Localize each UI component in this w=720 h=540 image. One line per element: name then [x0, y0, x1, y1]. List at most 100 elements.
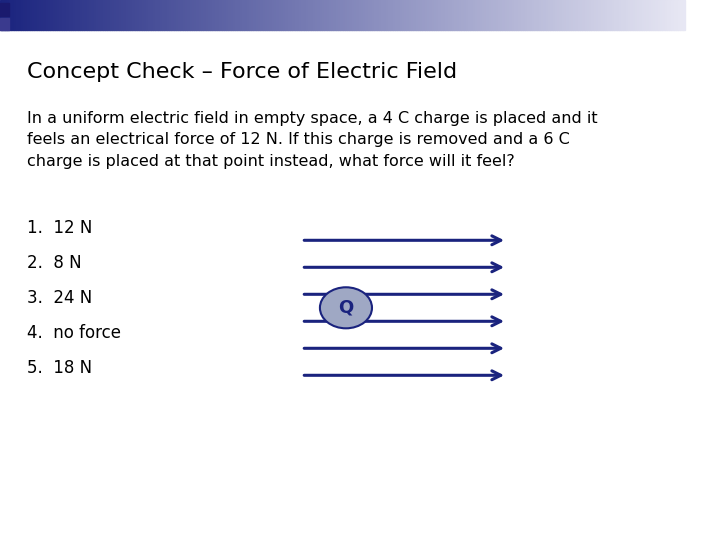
Bar	[294, 0, 297, 30]
Bar	[285, 0, 288, 30]
Bar	[390, 0, 393, 30]
Bar	[267, 0, 269, 30]
Bar	[382, 0, 384, 30]
Bar	[603, 0, 605, 30]
Bar	[393, 0, 395, 30]
Bar	[27, 0, 30, 30]
Bar	[153, 0, 156, 30]
Bar	[53, 0, 55, 30]
Bar	[477, 0, 480, 30]
Bar	[205, 0, 208, 30]
Bar	[665, 0, 667, 30]
Bar	[55, 0, 57, 30]
Text: Q: Q	[338, 299, 354, 317]
Bar	[454, 0, 456, 30]
Bar	[192, 0, 194, 30]
Bar	[112, 0, 114, 30]
Bar	[498, 0, 500, 30]
Bar	[228, 0, 230, 30]
Bar	[639, 0, 642, 30]
Bar	[525, 0, 528, 30]
Bar	[678, 0, 680, 30]
Bar	[662, 0, 665, 30]
Bar	[671, 0, 674, 30]
Bar	[644, 0, 647, 30]
Bar	[251, 0, 253, 30]
Text: Concept Check – Force of Electric Field: Concept Check – Force of Electric Field	[27, 62, 457, 82]
Bar	[503, 0, 505, 30]
Bar	[96, 0, 98, 30]
Bar	[647, 0, 649, 30]
Text: 4.  no force: 4. no force	[27, 324, 122, 342]
Bar	[2, 0, 4, 30]
Bar	[0, 18, 9, 30]
Bar	[507, 0, 509, 30]
Bar	[445, 0, 448, 30]
Bar	[194, 0, 197, 30]
Bar	[621, 0, 624, 30]
Bar	[544, 0, 546, 30]
Bar	[4, 0, 7, 30]
Bar	[142, 0, 144, 30]
Bar	[247, 0, 249, 30]
Bar	[253, 0, 256, 30]
Bar	[443, 0, 445, 30]
Bar	[235, 0, 238, 30]
Bar	[39, 0, 41, 30]
Bar	[484, 0, 487, 30]
Bar	[71, 0, 73, 30]
Bar	[462, 0, 464, 30]
Bar	[123, 0, 125, 30]
Bar	[347, 0, 349, 30]
Bar	[359, 0, 361, 30]
Bar	[624, 0, 626, 30]
Bar	[35, 0, 37, 30]
Bar	[600, 0, 603, 30]
Bar	[630, 0, 633, 30]
Bar	[158, 0, 160, 30]
Bar	[271, 0, 274, 30]
Bar	[212, 0, 215, 30]
Bar	[500, 0, 503, 30]
Bar	[365, 0, 368, 30]
Bar	[655, 0, 657, 30]
Bar	[320, 0, 322, 30]
Bar	[425, 0, 427, 30]
Bar	[514, 0, 516, 30]
Bar	[395, 0, 397, 30]
Bar	[459, 0, 462, 30]
Bar	[567, 0, 569, 30]
Bar	[76, 0, 78, 30]
Bar	[310, 0, 313, 30]
Bar	[598, 0, 600, 30]
Bar	[82, 0, 84, 30]
Bar	[582, 0, 585, 30]
Bar	[135, 0, 137, 30]
Bar	[160, 0, 162, 30]
Bar	[434, 0, 436, 30]
Bar	[493, 0, 495, 30]
Bar	[523, 0, 525, 30]
Bar	[635, 0, 637, 30]
Bar	[183, 0, 185, 30]
Bar	[618, 0, 621, 30]
Bar	[219, 0, 222, 30]
Bar	[258, 0, 261, 30]
Bar	[150, 0, 153, 30]
Bar	[313, 0, 315, 30]
Bar	[415, 0, 418, 30]
Bar	[614, 0, 616, 30]
Bar	[43, 0, 45, 30]
Bar	[224, 0, 226, 30]
Bar	[642, 0, 644, 30]
Bar	[420, 0, 423, 30]
Bar	[400, 0, 402, 30]
Bar	[612, 0, 614, 30]
Bar	[363, 0, 365, 30]
Bar	[374, 0, 377, 30]
Bar	[372, 0, 374, 30]
Bar	[550, 0, 553, 30]
Bar	[674, 0, 676, 30]
Bar	[226, 0, 228, 30]
Bar	[199, 0, 201, 30]
